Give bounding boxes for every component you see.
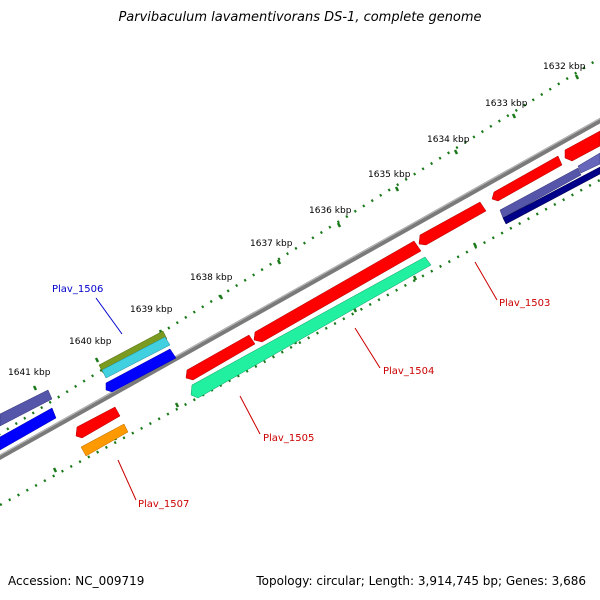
callout-plav-1506: Plav_1506 <box>52 284 103 295</box>
gene-reverse-4 <box>190 256 432 399</box>
gene-reverse-5 <box>101 336 171 379</box>
callout-plav-1505: Plav_1505 <box>263 433 314 444</box>
callout-plav-1503: Plav_1503 <box>499 298 550 309</box>
gene-forward-7 <box>0 389 53 427</box>
gene-reverse-9 <box>80 423 129 457</box>
callout-labels: Plav_1503 Plav_1504 Plav_1505 Plav_1506 … <box>52 284 550 510</box>
ruler-label-1634: 1634 kbp <box>427 135 470 145</box>
gene-forward-2 <box>491 155 563 202</box>
accession-label: Accession: NC_009719 <box>8 574 145 588</box>
gene-forward-4 <box>253 240 422 343</box>
genome-backbone-highlight <box>0 118 600 456</box>
gene-reverse-2 <box>577 152 600 174</box>
ruler-label-1636: 1636 kbp <box>309 206 352 216</box>
ruler-label-1638: 1638 kbp <box>190 273 233 283</box>
gene-reverse-3 <box>502 166 600 225</box>
ruler-label-1632: 1632 kbp <box>543 62 586 72</box>
map-title: Parvibaculum lavamentivorans DS-1, compl… <box>118 10 482 25</box>
ruler-labels: 1632 kbp 1633 kbp 1634 kbp 1635 kbp 1636… <box>8 62 586 378</box>
genome-summary: Topology: circular; Length: 3,914,745 bp… <box>256 574 586 588</box>
ruler-label-1635: 1635 kbp <box>368 170 411 180</box>
gene-reverse-1 <box>499 167 582 219</box>
callout-lines <box>95 261 498 501</box>
reverse-genes <box>0 152 600 457</box>
gene-reverse-8 <box>75 406 121 439</box>
ruler-label-1637: 1637 kbp <box>250 239 293 249</box>
gene-forward-1 <box>564 130 600 162</box>
ruler-label-1633: 1633 kbp <box>485 99 528 109</box>
gene-forward-5 <box>185 334 256 381</box>
ruler-label-1641: 1641 kbp <box>8 368 51 378</box>
inner-ruler-track <box>0 178 600 507</box>
callout-plav-1507: Plav_1507 <box>138 499 189 510</box>
genome-backbone <box>0 117 600 461</box>
ruler-label-1640: 1640 kbp <box>69 337 112 347</box>
gene-reverse-7 <box>0 407 57 451</box>
outer-ruler-track <box>0 56 600 436</box>
ruler-label-1639: 1639 kbp <box>130 305 173 315</box>
gene-reverse-6 <box>105 348 177 393</box>
gene-forward-3 <box>418 201 487 246</box>
outer-major-ticks <box>32 74 580 391</box>
forward-genes <box>0 130 600 427</box>
callout-plav-1504: Plav_1504 <box>383 366 434 377</box>
